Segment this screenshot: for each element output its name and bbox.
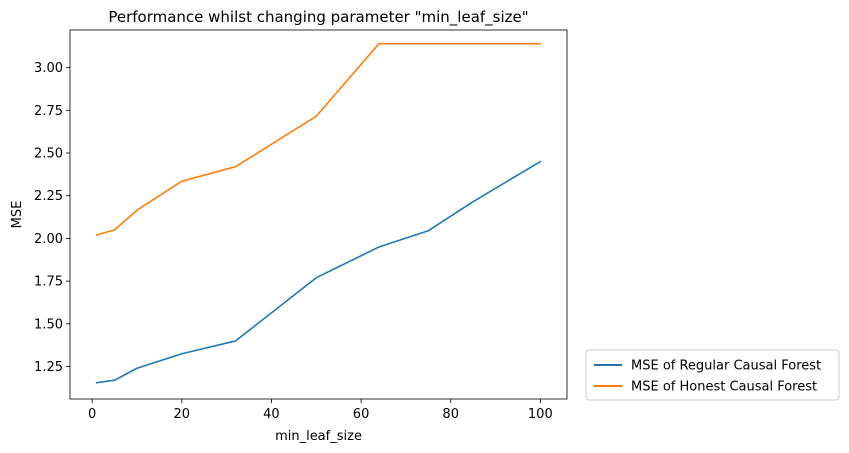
- y-axis-ticks: 1.25 1.50 1.75 2.00 2.25 2.50 2.75 3.00: [34, 61, 70, 375]
- x-tick-label: 20: [174, 407, 191, 422]
- series-line-regular: [95, 160, 542, 384]
- y-tick-label: 3.00: [34, 61, 63, 76]
- y-tick-label: 2.50: [34, 147, 63, 162]
- y-tick-label: 2.00: [34, 232, 63, 247]
- y-tick-label: 2.25: [34, 189, 63, 204]
- x-tick-label: 60: [353, 407, 370, 422]
- y-tick-label: 1.75: [34, 275, 63, 290]
- x-tick-label: 40: [263, 407, 280, 422]
- x-axis-ticks: 0 20 40 60 80 100: [88, 399, 553, 422]
- x-tick-label: 0: [88, 407, 96, 422]
- x-tick-label: 100: [528, 407, 553, 422]
- series-line-honest: [95, 42, 542, 236]
- legend: MSE of Regular Causal Forest MSE of Hone…: [585, 349, 840, 401]
- y-axis-label: MSE: [10, 201, 25, 229]
- axes: [69, 29, 568, 400]
- y-tick-label: 2.75: [34, 104, 63, 119]
- plot-lines: [95, 42, 542, 384]
- y-tick-label: 1.25: [34, 360, 63, 375]
- legend-box: [585, 349, 840, 401]
- y-tick-label: 1.50: [34, 317, 63, 332]
- chart-title: Performance whilst changing parameter "m…: [108, 8, 528, 27]
- legend-entry-honest: MSE of Honest Causal Forest: [631, 380, 817, 395]
- x-axis-label: min_leaf_size: [275, 429, 362, 444]
- plot-frame: [69, 29, 568, 400]
- x-tick-label: 80: [442, 407, 459, 422]
- legend-entry-regular: MSE of Regular Causal Forest: [631, 359, 821, 374]
